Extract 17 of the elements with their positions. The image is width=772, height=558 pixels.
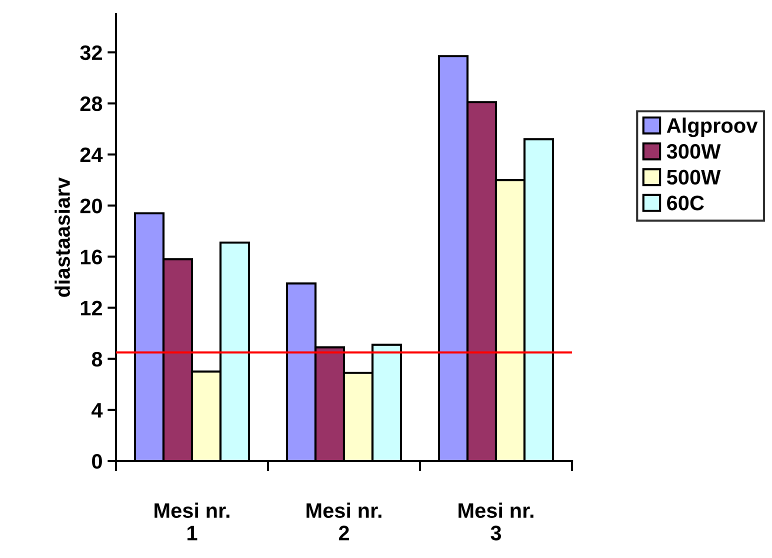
y-axis-title: diastaasiarv <box>54 177 70 297</box>
legend-label: Algproov <box>666 118 758 138</box>
y-tick-label: 24 <box>80 147 103 162</box>
y-tick-label: 20 <box>80 198 102 214</box>
legend-label: 60C <box>667 196 704 210</box>
y-tick-label: 4 <box>92 403 103 418</box>
x-tick-label: Mesi nr. 2 <box>306 502 382 540</box>
y-tick-label: 28 <box>80 96 102 112</box>
y-tick-label: 32 <box>80 45 102 60</box>
y-tick-label: 0 <box>92 454 102 469</box>
x-tick-label: Mesi nr. 1 <box>154 502 230 540</box>
y-tick-label: 12 <box>80 300 102 316</box>
x-tick-label: Mesi nr. 3 <box>458 502 534 540</box>
legend-label: 300W <box>666 144 721 159</box>
legend-label: 500W <box>666 170 721 185</box>
y-tick-label: 16 <box>80 250 102 264</box>
y-tick-label: 8 <box>92 352 102 367</box>
